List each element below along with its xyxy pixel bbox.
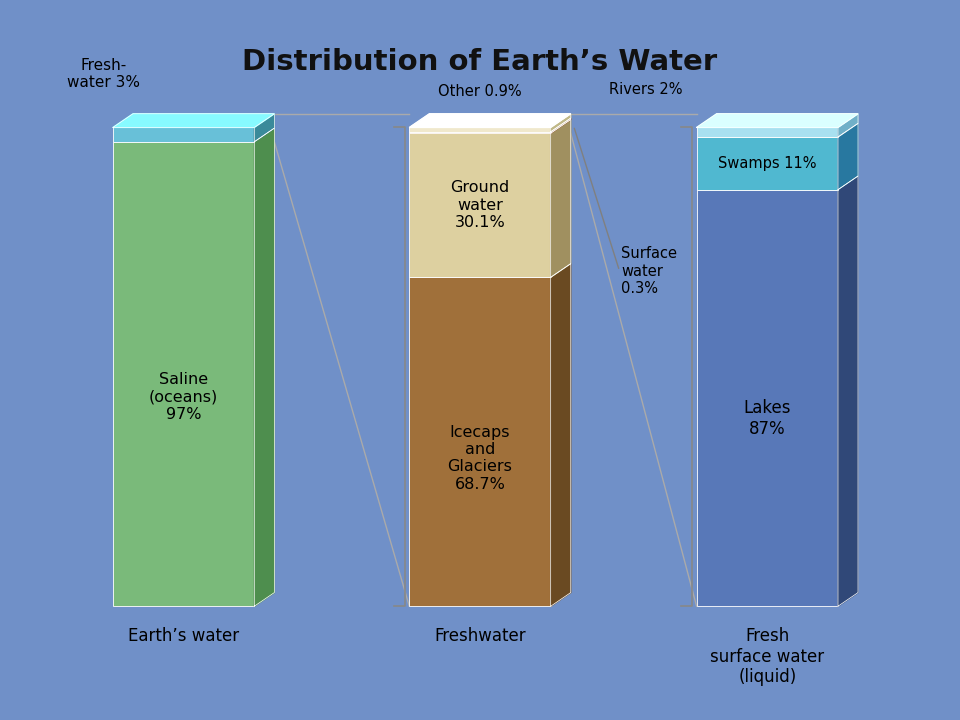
Bar: [409, 277, 551, 606]
Bar: [409, 132, 551, 133]
Polygon shape: [838, 176, 858, 606]
Text: Freshwater: Freshwater: [434, 626, 526, 645]
Text: Fresh-
water 3%: Fresh- water 3%: [67, 58, 140, 90]
Polygon shape: [254, 128, 275, 606]
Polygon shape: [551, 118, 571, 133]
Bar: [409, 133, 551, 277]
Text: Surface
water
0.3%: Surface water 0.3%: [621, 246, 678, 296]
Polygon shape: [551, 120, 571, 277]
Polygon shape: [551, 114, 571, 132]
Polygon shape: [254, 114, 275, 142]
Bar: [697, 189, 838, 606]
Text: Swamps 11%: Swamps 11%: [718, 156, 817, 171]
Text: Icecaps
and
Glaciers
68.7%: Icecaps and Glaciers 68.7%: [447, 425, 513, 492]
Polygon shape: [838, 114, 858, 137]
Bar: [113, 142, 254, 606]
Polygon shape: [838, 123, 858, 189]
Text: Lakes
87%: Lakes 87%: [744, 400, 791, 438]
Bar: [697, 127, 838, 137]
Text: Ground
water
30.1%: Ground water 30.1%: [450, 180, 510, 230]
Polygon shape: [409, 114, 571, 127]
Polygon shape: [697, 114, 858, 127]
Bar: [113, 127, 254, 142]
Bar: [697, 137, 838, 189]
Text: Distribution of Earth’s Water: Distribution of Earth’s Water: [243, 48, 717, 76]
Text: Rivers 2%: Rivers 2%: [610, 82, 683, 97]
Text: Saline
(oceans)
97%: Saline (oceans) 97%: [149, 372, 218, 422]
Bar: [409, 127, 551, 132]
Text: Fresh
surface water
(liquid): Fresh surface water (liquid): [710, 626, 825, 686]
Text: Earth’s water: Earth’s water: [128, 626, 239, 645]
Polygon shape: [551, 264, 571, 606]
Polygon shape: [113, 114, 275, 127]
Text: Other 0.9%: Other 0.9%: [438, 84, 522, 99]
